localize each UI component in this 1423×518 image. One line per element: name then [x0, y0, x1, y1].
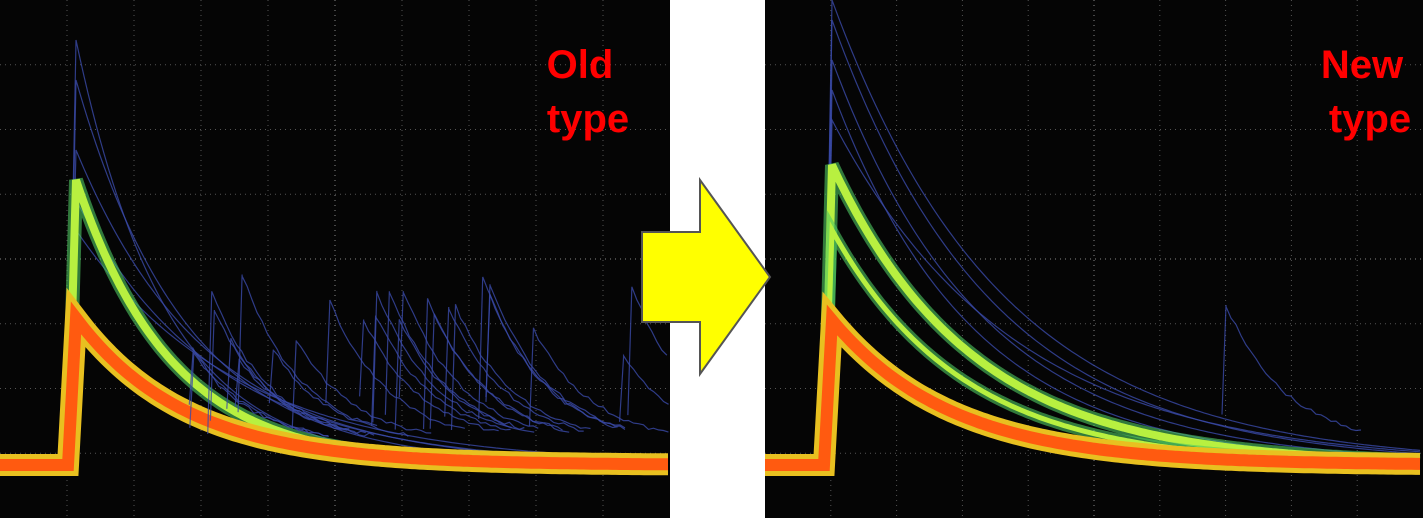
waveform-band	[0, 301, 668, 471]
afterpulse	[384, 291, 525, 430]
waveform	[765, 19, 1421, 466]
waveform	[765, 117, 1421, 466]
afterpulse	[371, 315, 511, 431]
panel-label: type	[1329, 97, 1411, 141]
afterpulse	[618, 353, 669, 422]
afterpulse	[189, 351, 329, 437]
waveform-band	[765, 304, 1420, 471]
afterpulse	[372, 290, 512, 428]
afterpulse	[268, 349, 409, 437]
waveform	[765, 0, 1421, 466]
panel-label: New	[1321, 43, 1404, 87]
waveforms-new	[765, 0, 1421, 476]
afterpulse	[485, 284, 626, 429]
afterpulse	[1221, 304, 1362, 432]
afterpulse	[422, 298, 563, 431]
arrow	[641, 176, 772, 378]
afterpulse	[325, 299, 465, 429]
waveforms-old	[0, 39, 669, 476]
afterpulse	[528, 327, 669, 433]
afterpulse	[237, 274, 378, 427]
afterpulse	[450, 304, 591, 431]
afterpulse	[444, 306, 584, 432]
panel-label: Old	[547, 43, 614, 87]
afterpulse	[398, 291, 539, 429]
afterpulse	[485, 293, 626, 430]
afterpulse	[226, 338, 366, 435]
panel-label: type	[547, 97, 629, 141]
afterpulse	[291, 340, 432, 434]
afterpulse	[207, 291, 347, 435]
afterpulse	[359, 319, 499, 432]
